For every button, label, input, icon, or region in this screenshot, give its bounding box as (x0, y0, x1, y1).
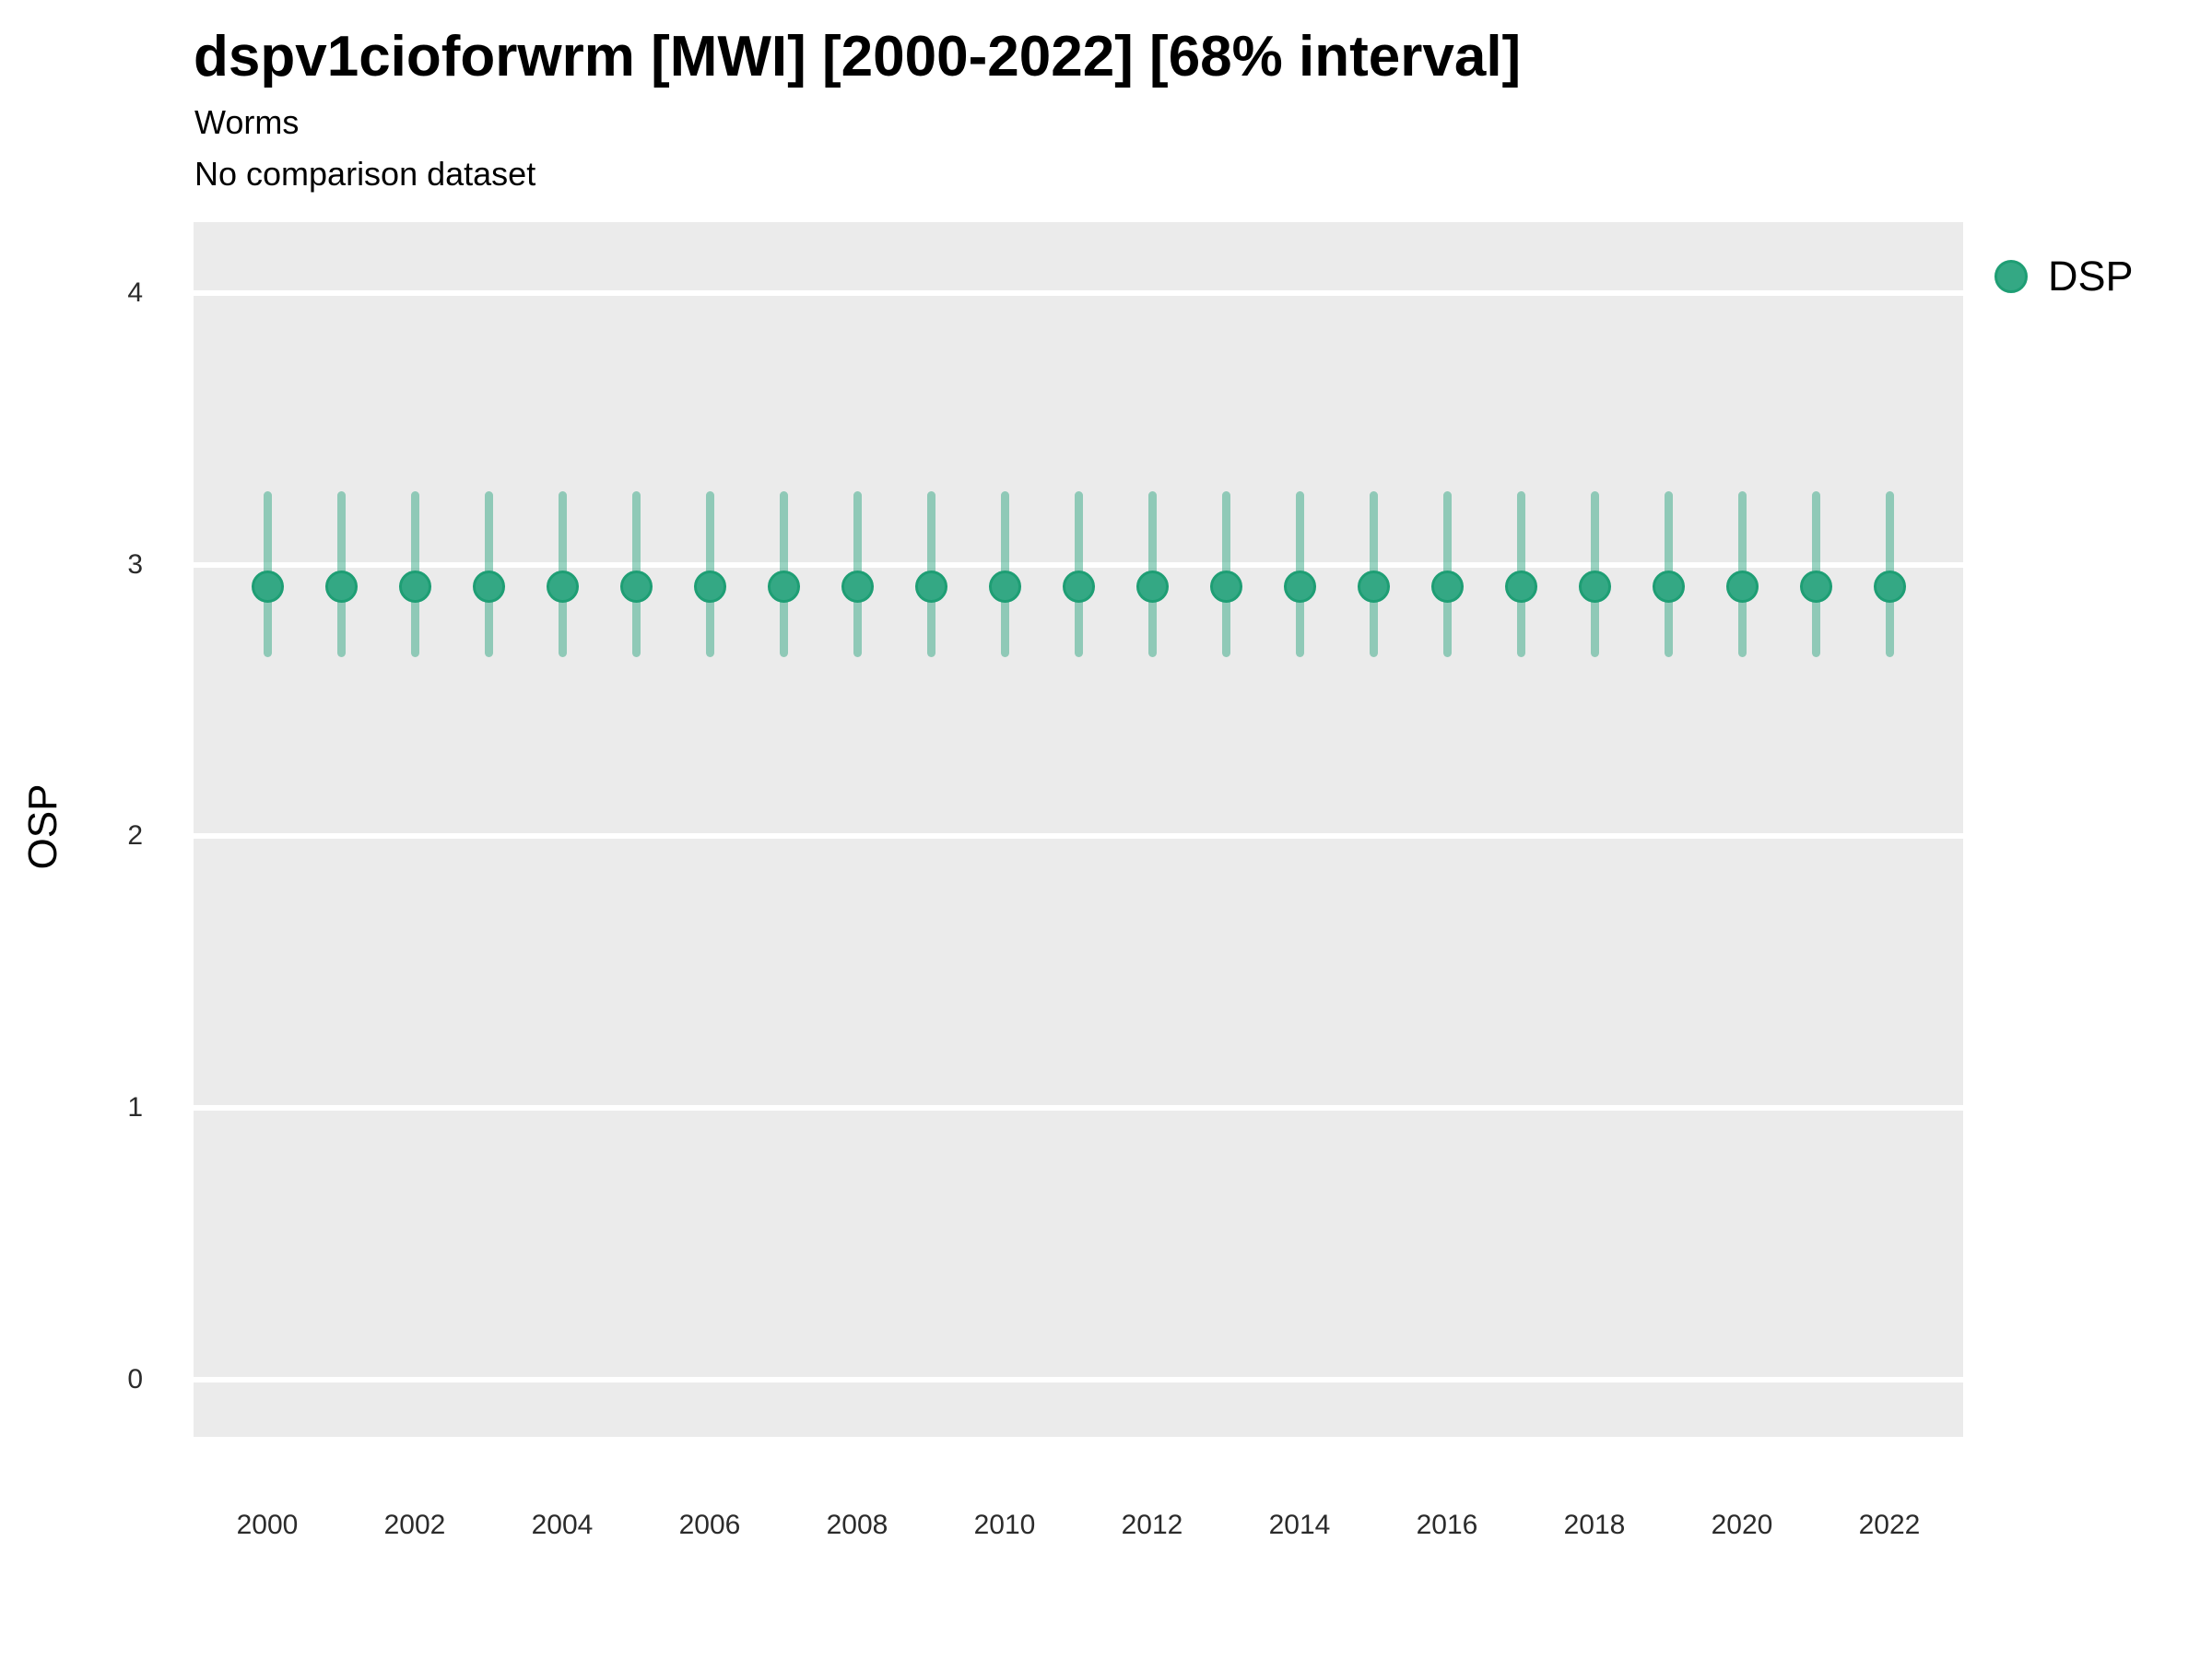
data-point (1799, 570, 1832, 603)
data-point (251, 570, 284, 603)
y-tick-label: 2 (127, 820, 143, 852)
x-tick-label: 2004 (531, 1510, 594, 1540)
legend-label: DSP (2048, 253, 2134, 300)
data-point (1504, 570, 1537, 603)
data-point (1725, 570, 1759, 603)
gridline-y-4 (194, 289, 1963, 296)
x-tick-label: 2018 (1563, 1510, 1626, 1540)
data-point (472, 570, 505, 603)
chart-note: No comparison dataset (194, 155, 536, 193)
data-point (324, 570, 358, 603)
chart-title: dspv1cioforwrm [MWI] [2000-2022] [68% in… (194, 25, 1522, 88)
x-tick-label: 2000 (236, 1510, 299, 1540)
data-point (1578, 570, 1611, 603)
legend-point-icon (1994, 260, 2028, 293)
chart-subtitle: Worms (194, 103, 300, 141)
data-point (767, 570, 800, 603)
x-tick-label: 2014 (1268, 1510, 1331, 1540)
x-tick-label: 2008 (826, 1510, 888, 1540)
data-point (693, 570, 726, 603)
x-tick-label: 2016 (1416, 1510, 1478, 1540)
data-point (619, 570, 653, 603)
gridline-y-0 (194, 1377, 1963, 1383)
plot-panel (194, 222, 1963, 1437)
data-point (1062, 570, 1095, 603)
x-tick-label: 2022 (1858, 1510, 1921, 1540)
legend: DSP (1994, 253, 2134, 300)
y-tick-label: 4 (127, 276, 143, 308)
data-point (398, 570, 431, 603)
gridline-y-2 (194, 833, 1963, 840)
y-tick-label: 3 (127, 548, 143, 580)
data-point (1283, 570, 1316, 603)
data-point (914, 570, 947, 603)
data-point (1135, 570, 1169, 603)
y-tick-label: 1 (127, 1092, 143, 1124)
x-tick-label: 2012 (1121, 1510, 1183, 1540)
data-point (1430, 570, 1464, 603)
data-point (988, 570, 1021, 603)
data-point (546, 570, 579, 603)
y-tick-label: 0 (127, 1364, 143, 1395)
data-point (841, 570, 874, 603)
gridline-y-1 (194, 1105, 1963, 1112)
data-point (1873, 570, 1906, 603)
x-tick-label: 2020 (1711, 1510, 1773, 1540)
data-point (1357, 570, 1390, 603)
data-point (1209, 570, 1242, 603)
x-tick-label: 2006 (678, 1510, 741, 1540)
x-tick-label: 2010 (973, 1510, 1036, 1540)
x-tick-label: 2002 (383, 1510, 446, 1540)
data-point (1652, 570, 1685, 603)
